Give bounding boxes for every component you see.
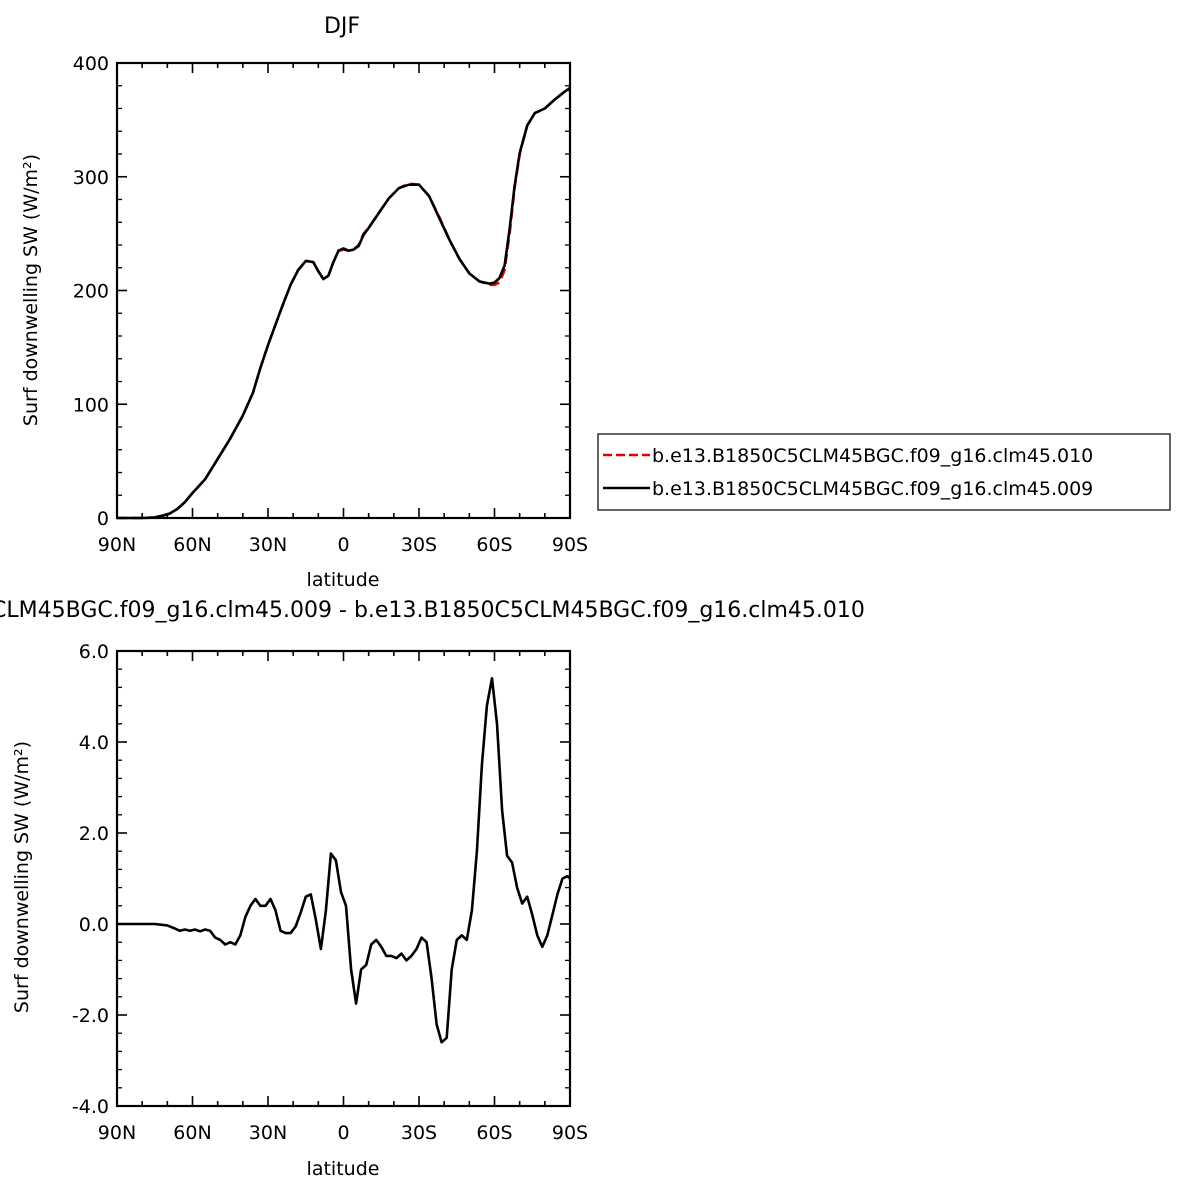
bottom-panel-y-tick-label: 4.0	[79, 732, 109, 754]
top-panel-x-tick-labels: 90N 60N 30N 0 30S 60S 90S	[98, 534, 588, 556]
top-panel-x-tick-label: 60S	[476, 534, 512, 556]
bottom-panel-x-axis-label: latitude	[307, 1158, 380, 1180]
bottom-panel-series-line-0	[117, 677, 571, 1044]
top-panel-y-tick-label: 0	[97, 508, 109, 530]
top-panel: DJF 90N 60N 30N 0 30S 60S 90S 0 100 200 300 400 la…	[20, 14, 588, 591]
top-panel-y-tick-label: 200	[73, 281, 109, 303]
top-panel-y-tick-label: 400	[73, 53, 109, 75]
top-panel-x-tick-label: 60N	[173, 534, 211, 556]
top-panel-x-axis-label: latitude	[307, 569, 380, 591]
bottom-panel-x-tick-label: 30S	[401, 1122, 437, 1144]
bottom-panel-x-tick-label: 60N	[173, 1122, 211, 1144]
top-panel-y-axis-label: Surf downwelling SW (W/m²)	[20, 154, 42, 426]
bottom-panel-y-axis-label: Surf downwelling SW (W/m²)	[11, 741, 33, 1013]
bottom-panel-x-tick-label: 30N	[249, 1122, 287, 1144]
legend-box	[597, 433, 1171, 511]
top-panel-series-line-0	[117, 88, 571, 520]
bottom-panel-y-tick-label: 6.0	[79, 641, 109, 663]
bottom-panel-x-tick-label: 90N	[98, 1122, 136, 1144]
top-panel-title: DJF	[324, 14, 360, 39]
bottom-panel-plot-frame	[115, 649, 572, 1108]
bottom-panel-axes	[115, 649, 572, 1108]
bottom-panel-y-tick-label: 2.0	[79, 823, 109, 845]
bottom-panel-series	[117, 677, 571, 1044]
bottom-panel-x-tick-labels: 90N 60N 30N 0 30S 60S 90S	[98, 1122, 588, 1144]
top-panel-x-tick-label: 30S	[401, 534, 437, 556]
top-panel-y-tick-label: 300	[73, 167, 109, 189]
bottom-panel: b.e13.B1850C5CLM45BGC.f09_g16.clm45.009 …	[0, 598, 865, 1180]
top-panel-axes	[115, 61, 572, 520]
top-panel-series-line-1	[117, 86, 571, 520]
bottom-panel-y-tick-labels: -4.0 -2.0 0.0 2.0 4.0 6.0	[72, 641, 109, 1118]
top-panel-x-tick-label: 90N	[98, 534, 136, 556]
bottom-panel-y-tick-label: -2.0	[72, 1005, 109, 1027]
legend-label-series-009: b.e13.B1850C5CLM45BGC.f09_g16.clm45.009	[652, 478, 1093, 500]
bottom-panel-title: b.e13.B1850C5CLM45BGC.f09_g16.clm45.009 …	[0, 598, 865, 623]
top-panel-x-tick-label: 90S	[552, 534, 588, 556]
bottom-panel-y-tick-label: -4.0	[72, 1096, 109, 1118]
bottom-panel-x-tick-label: 0	[337, 1122, 349, 1144]
top-panel-series	[117, 86, 571, 520]
legend-label-series-010: b.e13.B1850C5CLM45BGC.f09_g16.clm45.010	[652, 445, 1093, 467]
top-panel-y-tick-label: 100	[73, 394, 109, 416]
top-panel-x-tick-label: 0	[337, 534, 349, 556]
legend: b.e13.B1850C5CLM45BGC.f09_g16.clm45.010 …	[597, 433, 1171, 511]
top-panel-plot-frame	[115, 61, 572, 520]
bottom-panel-y-tick-label: 0.0	[79, 914, 109, 936]
bottom-panel-x-tick-label: 60S	[476, 1122, 512, 1144]
bottom-panel-x-tick-label: 90S	[552, 1122, 588, 1144]
top-panel-x-tick-label: 30N	[249, 534, 287, 556]
top-panel-y-tick-labels: 0 100 200 300 400	[73, 53, 109, 530]
